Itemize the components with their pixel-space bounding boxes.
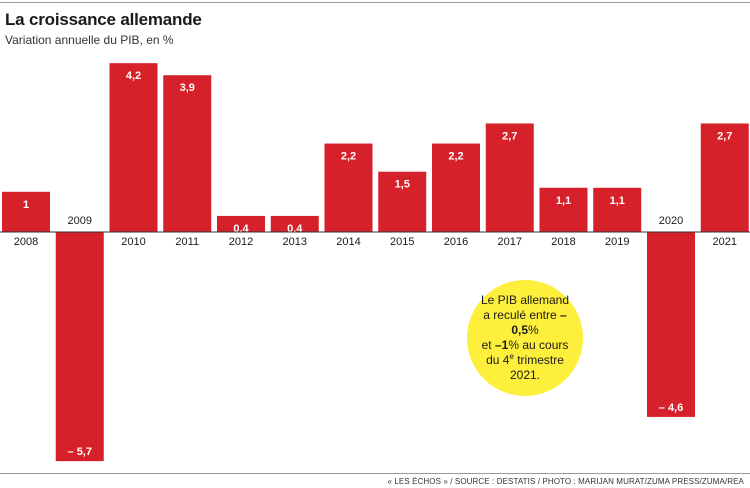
category-label-2010: 2010 (121, 236, 145, 248)
value-label-2011: 3,9 (180, 82, 195, 94)
annotation-line-4-end: trimestre 2021. (509, 353, 564, 382)
bar-2013 (270, 215, 319, 232)
chart-subtitle: Variation annuelle du PIB, en % (5, 33, 174, 47)
bar-2014 (324, 143, 373, 232)
value-label-2010: 4,2 (126, 70, 141, 82)
value-label-2016: 2,2 (448, 151, 463, 163)
source-credit: « LES ÉCHOS » / SOURCE : DESTATIS / PHOT… (387, 477, 744, 486)
value-label-2012: 0,4 (233, 223, 249, 235)
value-label-2008: 1 (23, 199, 29, 211)
bar-2012 (217, 215, 265, 232)
value-label-2017: 2,7 (502, 130, 517, 142)
chart-title: La croissance allemande (5, 10, 202, 29)
annotation-line-3-end: % au cours (508, 338, 569, 352)
bar-2017 (485, 123, 534, 232)
value-label-2020: – 4,6 (659, 402, 683, 414)
bar-2009 (55, 232, 104, 462)
category-label-2019: 2019 (605, 236, 629, 248)
category-label-2008: 2008 (14, 236, 38, 248)
annotation-line-1: Le PIB allemand (480, 293, 570, 307)
value-label-2018: 1,1 (556, 195, 571, 207)
value-label-2021: 2,7 (717, 130, 732, 142)
category-label-2017: 2017 (498, 236, 522, 248)
annotation-line-2: a reculé entre (483, 308, 561, 322)
category-label-2015: 2015 (390, 236, 414, 248)
annotation-value-1: –0,5 (511, 308, 567, 337)
category-label-2016: 2016 (444, 236, 468, 248)
top-rule (0, 2, 750, 3)
value-label-2014: 2,2 (341, 151, 356, 163)
annotation-line-4: du 4 (486, 353, 510, 367)
bar-2019 (593, 187, 642, 232)
annotation-superscript: e (509, 352, 514, 361)
annotation-bubble: Le PIB allemand a reculé entre –0,5% et … (467, 280, 583, 396)
bar-2015 (378, 171, 427, 232)
bar-2008 (2, 191, 50, 232)
bar-2020 (647, 232, 695, 417)
bar-2010 (109, 63, 158, 232)
value-label-2013: 0,4 (287, 223, 303, 235)
category-label-2013: 2013 (283, 236, 307, 248)
category-label-2021: 2021 (713, 236, 737, 248)
annotation-percent: % (528, 323, 539, 337)
category-label-2009: 2009 (68, 215, 92, 227)
bottom-rule (0, 473, 750, 474)
category-label-2018: 2018 (551, 236, 575, 248)
bar-2021 (700, 123, 749, 232)
value-label-2015: 1,5 (395, 179, 410, 191)
annotation-line-3: et (481, 338, 495, 352)
bar-2016 (432, 143, 480, 232)
annotation-value-2: –1 (494, 338, 509, 352)
value-label-2009: – 5,7 (68, 446, 92, 458)
bar-2011 (163, 75, 212, 232)
annotation-text: Le PIB allemand a reculé entre –0,5% et … (470, 293, 580, 383)
category-label-2020: 2020 (659, 215, 683, 227)
value-label-2019: 1,1 (610, 195, 625, 207)
category-label-2012: 2012 (229, 236, 253, 248)
category-label-2014: 2014 (336, 236, 360, 248)
bar-2018 (539, 187, 588, 232)
category-label-2011: 2011 (175, 236, 199, 248)
